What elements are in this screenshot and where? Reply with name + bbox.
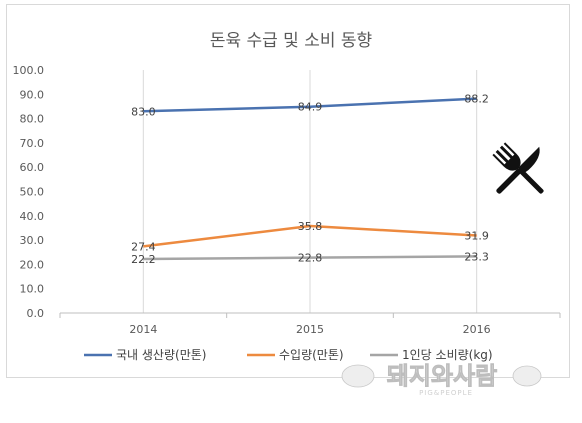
data-label: 23.3: [464, 250, 489, 263]
y-tick-label: 30.0: [20, 234, 45, 247]
legend-label: 1인당 소비량(kg): [402, 348, 493, 362]
svg-text:PIG&PEOPLE: PIG&PEOPLE: [419, 389, 473, 397]
data-label: 27.4: [131, 240, 156, 253]
y-tick-label: 60.0: [20, 161, 45, 174]
y-tick-label: 20.0: [20, 258, 45, 271]
y-tick-label: 90.0: [20, 88, 45, 101]
svg-text:돼지와사람: 돼지와사람: [387, 362, 497, 390]
data-label: 22.8: [298, 252, 323, 265]
data-label: 83.0: [131, 105, 156, 118]
data-label: 35.8: [298, 220, 323, 233]
y-tick-label: 50.0: [20, 186, 45, 199]
data-label: 31.9: [464, 229, 489, 242]
legend-label: 국내 생산량(만톤): [116, 348, 206, 362]
x-tick-label: 2015: [296, 323, 324, 336]
y-tick-label: 0.0: [27, 307, 45, 320]
y-tick-label: 70.0: [20, 137, 45, 150]
chart-title: 돈육 수급 및 소비 동향: [210, 31, 372, 51]
data-label: 22.2: [131, 253, 156, 266]
x-tick-label: 2016: [463, 323, 491, 336]
data-label: 88.2: [464, 93, 489, 106]
watermark: 돼지와사람 PIG&PEOPLE: [341, 362, 542, 397]
data-label: 84.9: [298, 101, 323, 114]
axis-layer: 0.0 10.0 20.0 30.0 40.0 50.0 60.0 70.0 80.0 90.0 1…: [13, 64, 561, 336]
x-tick-label: 2014: [129, 323, 157, 336]
fork-knife-icon: [492, 142, 544, 194]
chart-frame: [6, 4, 570, 378]
series-layer: 83.0 84.9 88.2 27.4 35.8 31.9 22.2 22.8 23.3: [131, 93, 489, 266]
y-tick-label: 80.0: [20, 113, 45, 126]
legend-label: 수입량(만톤): [279, 348, 344, 362]
y-tick-label: 100.0: [13, 64, 45, 77]
y-tick-label: 10.0: [20, 283, 45, 296]
legend: 국내 생산량(만톤) 수입량(만톤) 1인당 소비량(kg): [84, 348, 493, 362]
y-tick-label: 40.0: [20, 210, 45, 223]
